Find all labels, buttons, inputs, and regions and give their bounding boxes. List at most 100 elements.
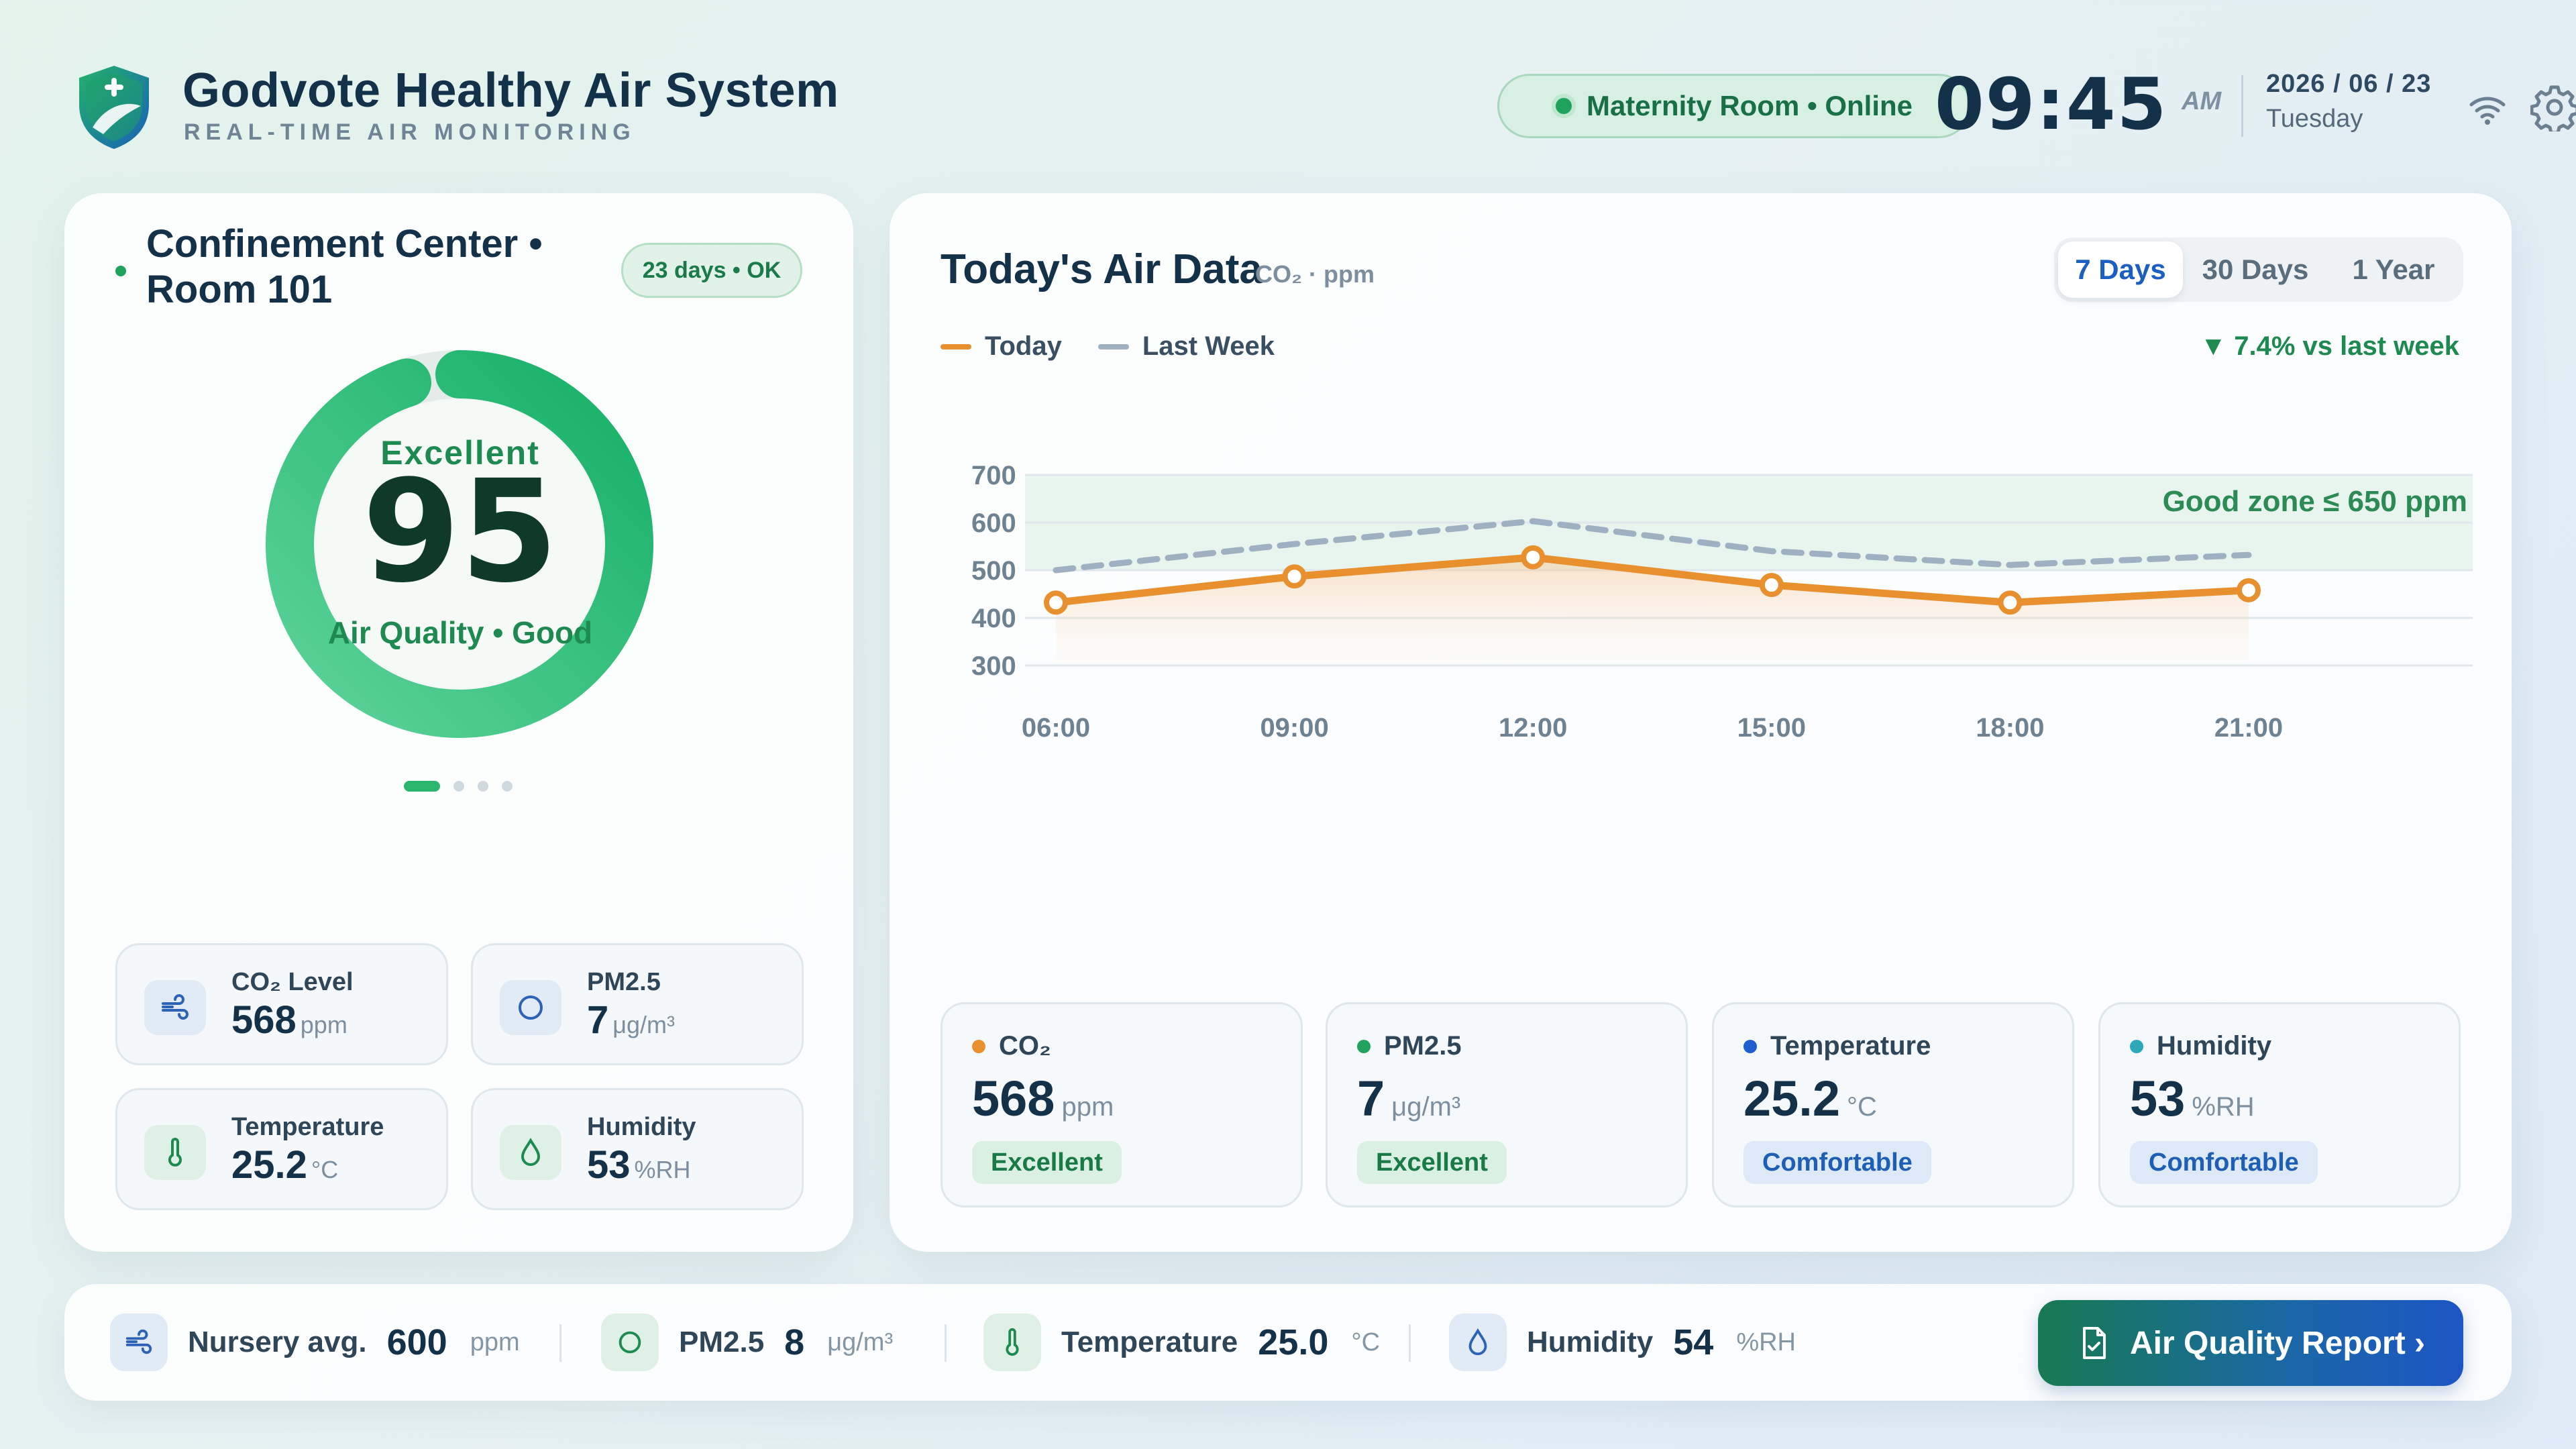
- weekday-text: Tuesday: [2266, 105, 2363, 133]
- metric-value: 7 μg/m³: [587, 998, 676, 1042]
- header: Godvote Healthy Air System REAL-TIME AIR…: [64, 60, 2576, 161]
- x-tick-label: 15:00: [1737, 713, 1806, 743]
- x-tick-label: 18:00: [1976, 713, 2044, 743]
- range-selector[interactable]: 7 Days 30 Days 1 Year: [2054, 237, 2463, 302]
- metric-card-co2[interactable]: CO₂ Level 568 ppm: [115, 943, 448, 1065]
- circle-icon: [500, 980, 561, 1035]
- footer-divider: [559, 1324, 561, 1362]
- wifi-icon: [2469, 97, 2506, 125]
- score-value: 95: [362, 449, 559, 614]
- air-data-card: Today's Air Data CO₂ · ppm 7 Days 30 Day…: [890, 193, 2512, 1252]
- legend-today[interactable]: Today: [941, 331, 1062, 362]
- stat-card-temperature[interactable]: Temperature 25.2 °C Comfortable: [1712, 1002, 2074, 1208]
- metric-label: Humidity: [587, 1113, 696, 1141]
- circle-icon: [601, 1313, 659, 1371]
- header-divider: [2241, 75, 2243, 137]
- y-tick-label: 500: [971, 556, 1016, 586]
- thermometer-icon: [983, 1313, 1041, 1371]
- series-dot-icon: [972, 1039, 985, 1053]
- today-data-point: [1282, 564, 1307, 589]
- today-data-point: [1521, 545, 1546, 570]
- metric-label: CO₂ Level: [231, 968, 354, 996]
- page-dot[interactable]: [502, 781, 513, 792]
- stat-head: CO₂: [972, 1031, 1051, 1061]
- wind-icon: [144, 980, 206, 1035]
- legend-swatch: [1097, 343, 1129, 350]
- page-indicator[interactable]: [404, 781, 513, 792]
- stat-badge: Comfortable: [1743, 1141, 1931, 1184]
- thermometer-icon: [144, 1125, 206, 1180]
- status-dot-icon: [115, 266, 126, 276]
- trend-delta: ▼ 7.4% vs last week: [2200, 331, 2459, 361]
- chart-title: Today's Air Data: [941, 246, 1263, 292]
- metric-value: 25.2 °C: [231, 1143, 339, 1187]
- room-title: Confinement Center • Room 101: [146, 222, 543, 311]
- app-subtitle: REAL-TIME AIR MONITORING: [184, 119, 636, 145]
- y-tick-label: 400: [971, 604, 1016, 633]
- stat-badge: Excellent: [1357, 1141, 1507, 1184]
- room-status-pill[interactable]: Maternity Room • Online: [1497, 74, 1971, 138]
- y-tick-label: 700: [971, 462, 1016, 490]
- stat-value: 53 %RH: [2130, 1071, 2255, 1126]
- score-ring: [266, 350, 653, 738]
- stat-value: 25.2 °C: [1743, 1071, 1877, 1126]
- score-label: Excellent: [380, 434, 540, 472]
- metric-value: 53 %RH: [587, 1143, 691, 1187]
- footer-item-co2: Nursery avg. 600 ppm: [110, 1313, 520, 1371]
- stat-card-humidity[interactable]: Humidity 53 %RH Comfortable: [2098, 1002, 2461, 1208]
- gear-icon[interactable]: [2530, 83, 2576, 131]
- today-data-point: [1044, 590, 1068, 615]
- footer-item-humidity: Humidity 54 %RH: [1449, 1313, 1796, 1371]
- document-icon: [2082, 1327, 2106, 1359]
- y-tick-label: 600: [971, 508, 1016, 538]
- footer-divider: [945, 1324, 947, 1362]
- nursery-summary-bar: Nursery avg. 600 ppm PM2.5 8 μg/m³ Tempe…: [64, 1284, 2512, 1401]
- date-text: 2026 / 06 / 23: [2266, 70, 2432, 98]
- page-dot[interactable]: [453, 781, 464, 792]
- stat-badge: Excellent: [972, 1141, 1122, 1184]
- online-dot-icon: [1555, 98, 1572, 114]
- metric-label: PM2.5: [587, 968, 661, 996]
- report-button-label: Air Quality Report ›: [2129, 1325, 2426, 1361]
- x-tick-label: 12:00: [1499, 713, 1567, 743]
- room-summary-card: Confinement Center • Room 101 23 days • …: [64, 193, 853, 1252]
- series-dot-icon: [1743, 1039, 1757, 1053]
- series-dot-icon: [1357, 1039, 1371, 1053]
- droplet-icon: [1449, 1313, 1507, 1371]
- metric-card-pm25[interactable]: PM2.5 7 μg/m³: [471, 943, 804, 1065]
- legend-swatch: [941, 343, 971, 350]
- metric-value: 568 ppm: [231, 998, 347, 1042]
- metric-card-humidity[interactable]: Humidity 53 %RH: [471, 1088, 804, 1210]
- y-tick-label: 300: [971, 651, 1016, 681]
- footer-item-temperature: Temperature 25.0 °C: [983, 1313, 1380, 1371]
- chart-legend: Today Last Week: [941, 331, 1275, 362]
- streak-badge: 23 days • OK: [621, 243, 802, 298]
- stat-head: Temperature: [1743, 1031, 1931, 1061]
- today-data-point: [1998, 590, 2023, 615]
- metric-label: Temperature: [231, 1113, 384, 1141]
- page-dot[interactable]: [478, 781, 488, 792]
- series-today-line: [1052, 553, 2253, 606]
- legend-last-week[interactable]: Last Week: [1097, 331, 1275, 362]
- range-1-year[interactable]: 1 Year: [2352, 254, 2435, 285]
- good-zone-label: Good zone ≤ 650 ppm: [2163, 485, 2467, 518]
- score-arc: [266, 350, 653, 738]
- today-data-point: [1759, 573, 1784, 598]
- chart-subtitle: CO₂ · ppm: [1255, 260, 1375, 288]
- series-dot-icon: [2130, 1039, 2143, 1053]
- clock-ampm: AM: [2182, 87, 2222, 115]
- wind-icon: [110, 1313, 168, 1371]
- range-7-days[interactable]: 7 Days: [2058, 241, 2183, 298]
- stat-value: 7 μg/m³: [1357, 1071, 1461, 1126]
- page-dot[interactable]: [404, 781, 440, 792]
- x-tick-label: 06:00: [1022, 713, 1090, 743]
- stat-value: 568 ppm: [972, 1071, 1114, 1126]
- stat-card-pm25[interactable]: PM2.5 7 μg/m³ Excellent: [1326, 1002, 1688, 1208]
- metric-card-temperature[interactable]: Temperature 25.2 °C: [115, 1088, 448, 1210]
- footer-item-pm25: PM2.5 8 μg/m³: [601, 1313, 893, 1371]
- series-last-week-line: [1053, 518, 2252, 574]
- range-30-days[interactable]: 30 Days: [2202, 254, 2309, 285]
- air-quality-report-button[interactable]: Air Quality Report ›: [2038, 1300, 2463, 1386]
- stat-badge: Comfortable: [2130, 1141, 2318, 1184]
- stat-card-co2[interactable]: CO₂ 568 ppm Excellent: [941, 1002, 1303, 1208]
